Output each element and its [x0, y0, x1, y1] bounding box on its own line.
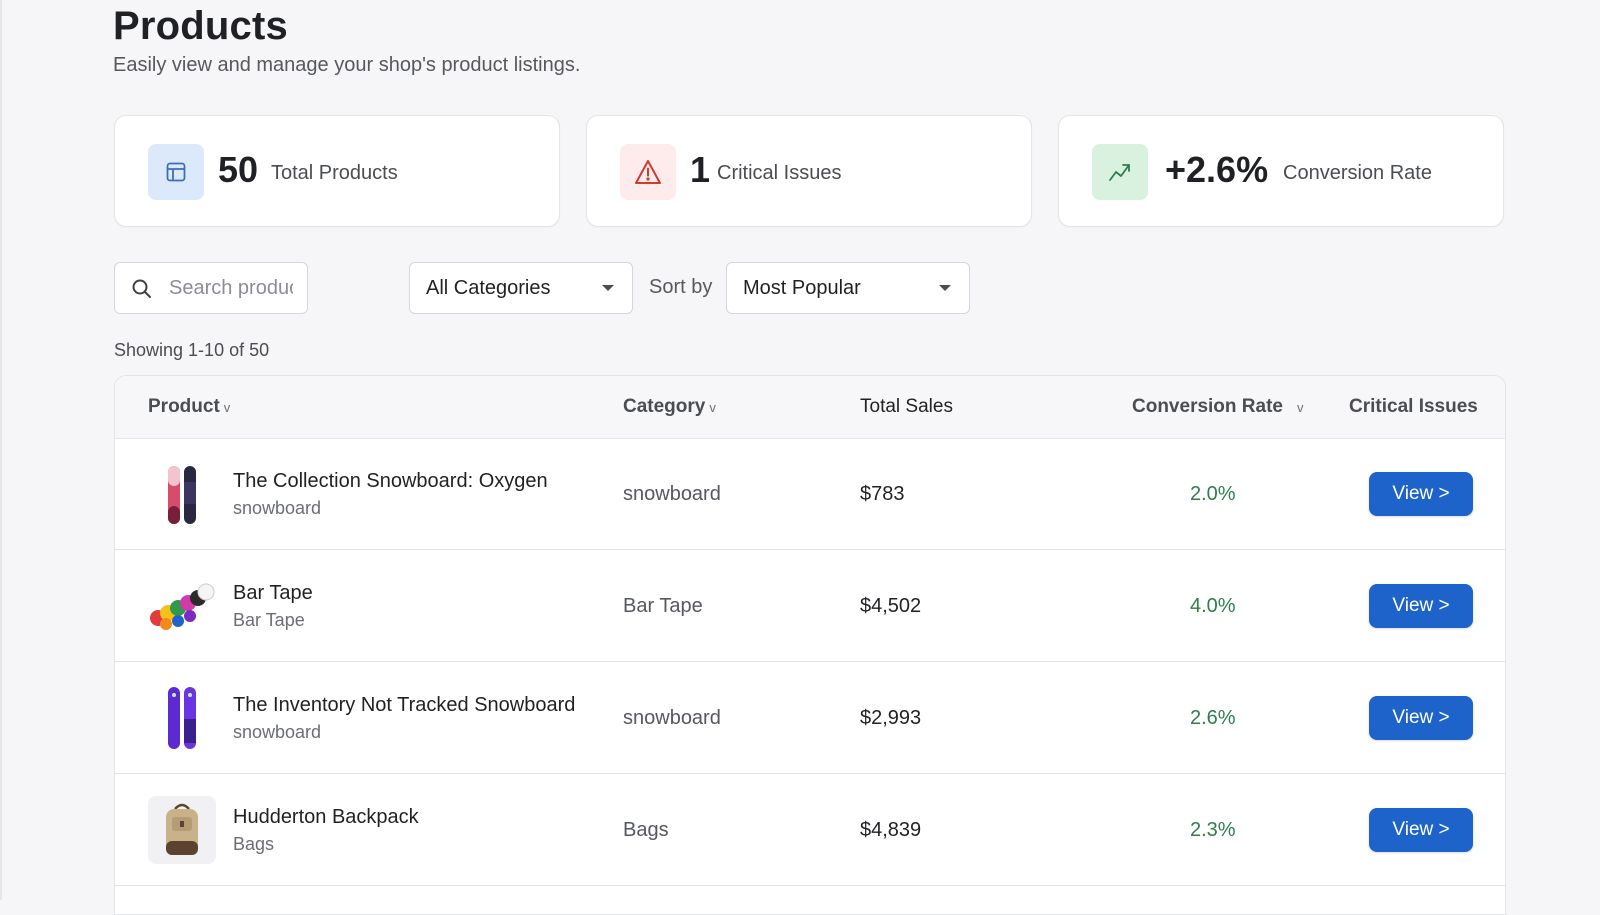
page-title: Products [113, 4, 288, 48]
product-name[interactable]: Hudderton Backpack [233, 806, 419, 828]
column-header-label: Category [623, 396, 706, 417]
product-category: Bar Tape [623, 595, 703, 617]
view-button[interactable]: View > [1369, 808, 1473, 852]
snowboard-purple-image [148, 684, 216, 752]
product-category: snowboard [623, 483, 721, 505]
product-name[interactable]: Bar Tape [233, 582, 313, 604]
column-header-total-sales[interactable]: Total Sales [860, 396, 953, 417]
product-total-sales: $2,993 [860, 707, 922, 729]
bar-tape-rolls-image [148, 572, 216, 640]
table-header: Product v Category v Total Sales Conversio… [115, 376, 1505, 439]
page-subtitle: Easily view and manage your shop's produ… [113, 54, 581, 76]
product-category: Bags [623, 819, 669, 841]
product-conversion-rate: 4.0% [1190, 595, 1236, 617]
stat-value: 1 [690, 149, 711, 190]
column-header-product[interactable]: Product v [148, 396, 230, 418]
product-type: Bags [233, 834, 275, 854]
product-conversion-rate: 2.0% [1190, 483, 1236, 505]
sort-select[interactable]: Most Popular [726, 262, 970, 314]
column-header-critical-issues: Critical Issues [1349, 396, 1478, 417]
stat-label: Critical Issues [717, 162, 842, 184]
category-select-value: All Categories [426, 277, 551, 299]
column-header-conversion-rate[interactable]: Conversion Rate v [1132, 396, 1303, 418]
product-conversion-rate: 2.3% [1190, 819, 1236, 841]
view-button[interactable]: View > [1369, 584, 1473, 628]
sort-chevron-icon: v [1296, 400, 1304, 415]
products-table: Product v Category v Total Sales Conversio… [114, 375, 1506, 915]
stat-card-conversion-rate: +2.6% Conversion Rate [1058, 115, 1504, 227]
backpack-image [148, 796, 216, 864]
product-total-sales: $4,839 [860, 819, 922, 841]
sort-chevron-icon: v [709, 400, 716, 415]
stat-label: Conversion Rate [1283, 162, 1432, 184]
stat-card-critical-issues: 1 Critical Issues [586, 115, 1032, 227]
sort-chevron-icon: v [223, 400, 231, 415]
stat-card-total-products: 50 Total Products [114, 115, 560, 227]
stat-label: Total Products [271, 162, 398, 184]
search-box[interactable] [114, 262, 308, 314]
warning-triangle-icon [620, 144, 676, 200]
search-icon [131, 278, 153, 305]
sort-select-value: Most Popular [743, 277, 861, 299]
product-type: snowboard [233, 722, 322, 742]
product-category: snowboard [623, 707, 721, 729]
view-button[interactable]: View > [1369, 472, 1473, 516]
trend-up-icon [1092, 144, 1148, 200]
product-name[interactable]: The Inventory Not Tracked Snowboard [233, 694, 576, 716]
column-header-label: Conversion Rate [1132, 396, 1283, 417]
search-input[interactable] [169, 275, 293, 301]
table-layout-icon [148, 144, 204, 200]
snowboard-pink-image [148, 460, 216, 528]
product-name[interactable]: The Collection Snowboard: Oxygen [233, 470, 548, 492]
table-row[interactable]: Bar Tape Bar Tape Bar Tape $4,502 4.0% V… [115, 550, 1505, 662]
table-row[interactable]: The Inventory Not Tracked Snowboard snow… [115, 662, 1505, 774]
view-button[interactable]: View > [1369, 696, 1473, 740]
product-conversion-rate: 2.6% [1190, 707, 1236, 729]
table-row[interactable]: Hudderton Backpack Bags Bags $4,839 2.3%… [115, 774, 1505, 886]
stat-value: 50 [218, 149, 259, 190]
chevron-down-icon [602, 285, 614, 291]
chevron-down-icon [939, 285, 951, 291]
product-total-sales: $783 [860, 483, 905, 505]
product-type: Bar Tape [233, 610, 305, 630]
product-total-sales: $4,502 [860, 595, 922, 617]
stat-value: +2.6% [1165, 149, 1269, 190]
column-header-category[interactable]: Category v [623, 396, 716, 418]
column-header-label: Product [148, 396, 220, 417]
sort-label: Sort by [649, 276, 713, 298]
table-row[interactable]: The Collection Snowboard: Oxygen snowboa… [115, 438, 1505, 550]
results-count: Showing 1-10 of 50 [114, 340, 270, 360]
category-select[interactable]: All Categories [409, 262, 633, 314]
left-divider [0, 0, 2, 900]
product-type: snowboard [233, 498, 322, 518]
